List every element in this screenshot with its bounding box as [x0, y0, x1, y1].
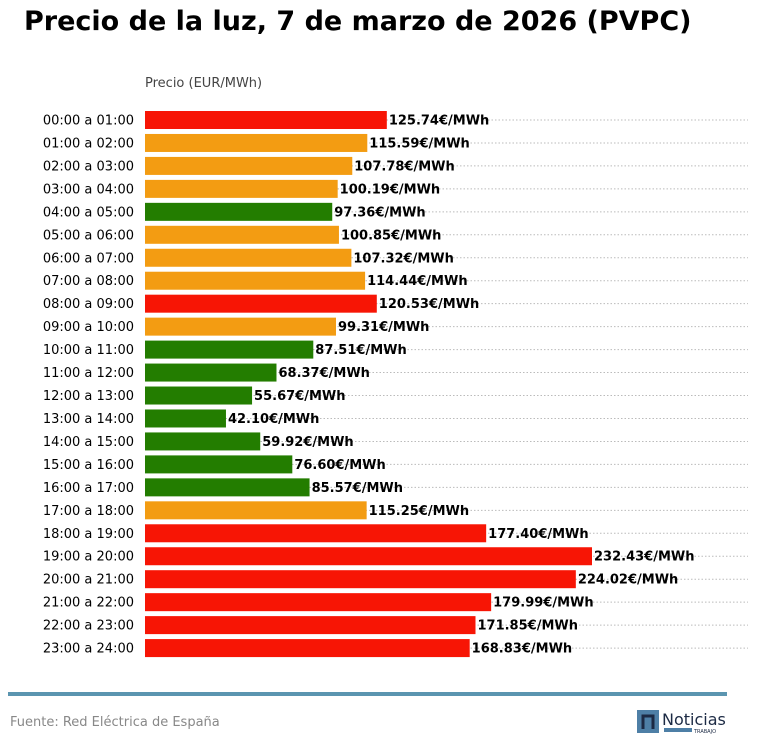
- bar: [145, 501, 367, 520]
- data-label: 85.57€/MWh: [312, 481, 403, 496]
- data-label: 120.53€/MWh: [379, 297, 480, 312]
- bar: [145, 133, 368, 152]
- category-label: 13:00 a 14:00: [43, 412, 134, 427]
- data-label: 114.44€/MWh: [367, 274, 468, 289]
- bar: [145, 616, 476, 635]
- noticias-trabajo-logo: Noticias TRABAJO: [637, 710, 726, 735]
- category-label: 17:00 a 18:00: [43, 504, 134, 519]
- category-label: 10:00 a 11:00: [43, 343, 134, 358]
- category-label: 06:00 a 07:00: [43, 251, 134, 266]
- data-label: 115.25€/MWh: [369, 504, 470, 519]
- bar-chart: Precio (EUR/MWh) 00:00 a 01:00 125.74€/MW…: [43, 76, 748, 658]
- data-label: 87.51€/MWh: [315, 343, 406, 358]
- bar: [145, 547, 592, 566]
- footer-divider: [8, 692, 727, 696]
- category-label: 03:00 a 04:00: [43, 182, 134, 197]
- data-label: 171.85€/MWh: [477, 619, 578, 634]
- data-label: 100.19€/MWh: [340, 182, 441, 197]
- category-label: 18:00 a 19:00: [43, 527, 134, 542]
- category-label: 21:00 a 22:00: [43, 596, 134, 611]
- data-label: 59.92€/MWh: [262, 435, 353, 450]
- bar: [145, 409, 226, 428]
- source-note: Fuente: Red Eléctrica de España: [10, 715, 220, 730]
- data-label: 177.40€/MWh: [488, 527, 589, 542]
- svg-text:Noticias: Noticias: [662, 710, 726, 729]
- x-axis-label: Precio (EUR/MWh): [145, 76, 262, 91]
- bar: [145, 432, 261, 451]
- bar: [145, 455, 293, 474]
- bar: [145, 593, 492, 612]
- bar: [145, 202, 333, 221]
- data-label: 100.85€/MWh: [341, 228, 442, 243]
- data-label: 68.37€/MWh: [278, 366, 369, 381]
- bar: [145, 179, 338, 198]
- category-label: 20:00 a 21:00: [43, 573, 134, 588]
- category-label: 23:00 a 24:00: [43, 642, 134, 657]
- category-label: 01:00 a 02:00: [43, 136, 134, 151]
- data-label: 115.59€/MWh: [369, 136, 470, 151]
- category-label: 15:00 a 16:00: [43, 458, 134, 473]
- bar: [145, 363, 277, 382]
- data-label: 224.02€/MWh: [578, 573, 679, 588]
- bar: [145, 156, 353, 175]
- data-label: 76.60€/MWh: [294, 458, 385, 473]
- category-label: 14:00 a 15:00: [43, 435, 134, 450]
- bar: [145, 111, 387, 129]
- bar: [145, 294, 377, 313]
- category-label: 11:00 a 12:00: [43, 366, 134, 381]
- data-label: 42.10€/MWh: [228, 412, 319, 427]
- bar: [145, 570, 576, 589]
- data-label: 107.78€/MWh: [354, 159, 455, 174]
- data-label: 97.36€/MWh: [334, 205, 425, 220]
- bar: [145, 478, 310, 497]
- data-label: 55.67€/MWh: [254, 389, 345, 404]
- category-label: 02:00 a 03:00: [43, 159, 134, 174]
- bar: [145, 639, 470, 658]
- bar: [145, 317, 336, 336]
- bar: [145, 340, 314, 359]
- data-label: 125.74€/MWh: [389, 114, 490, 129]
- data-label: 168.83€/MWh: [472, 642, 572, 657]
- category-label: 07:00 a 08:00: [43, 274, 134, 289]
- bar: [145, 524, 487, 543]
- bar: [145, 225, 339, 244]
- svg-text:TRABAJO: TRABAJO: [693, 729, 716, 735]
- category-label: 05:00 a 06:00: [43, 228, 134, 243]
- bar: [145, 386, 253, 405]
- data-label: 107.32€/MWh: [353, 251, 454, 266]
- category-label: 16:00 a 17:00: [43, 481, 134, 496]
- data-label: 179.99€/MWh: [493, 596, 594, 611]
- category-label: 12:00 a 13:00: [43, 389, 134, 404]
- category-label: 09:00 a 10:00: [43, 320, 134, 335]
- category-label: 19:00 a 20:00: [43, 550, 134, 565]
- data-label: 99.31€/MWh: [338, 320, 429, 335]
- category-label: 22:00 a 23:00: [43, 619, 134, 634]
- category-label: 08:00 a 09:00: [43, 297, 134, 312]
- data-label: 232.43€/MWh: [594, 550, 695, 565]
- bar: [145, 271, 366, 290]
- category-label: 04:00 a 05:00: [43, 205, 134, 220]
- bar: [145, 248, 352, 267]
- chart-title: Precio de la luz, 7 de marzo de 2026 (PV…: [24, 6, 692, 37]
- category-label: 00:00 a 01:00: [43, 114, 134, 129]
